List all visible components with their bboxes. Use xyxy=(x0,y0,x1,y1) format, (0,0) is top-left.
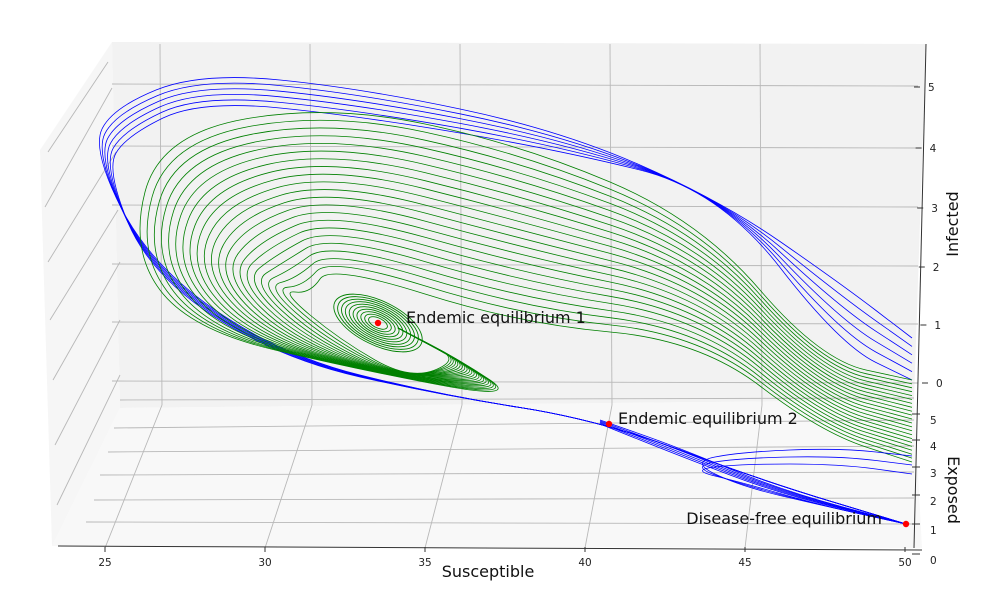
blue-inner-trajectory xyxy=(702,463,913,525)
grid-lines xyxy=(44,43,919,549)
y-tick-label: 5 xyxy=(930,415,937,427)
x-tick-label: 30 xyxy=(258,557,271,569)
green-trajectory xyxy=(232,212,913,432)
green-trajectory xyxy=(168,143,913,396)
grid-line-z-left xyxy=(52,261,121,381)
grid-line-y-floor xyxy=(93,497,915,501)
x-axis-label: Susceptible xyxy=(442,562,535,581)
grid-line-x-floor xyxy=(264,404,313,549)
green-trajectory xyxy=(153,127,913,390)
green-trajectory xyxy=(161,135,913,393)
grid-line-x-floor xyxy=(104,404,163,549)
y-tick-label: 2 xyxy=(930,496,937,508)
green-trajectory xyxy=(211,189,913,420)
green-trajectory xyxy=(282,265,913,459)
green-trajectory xyxy=(246,227,913,439)
trajectories xyxy=(99,77,913,525)
grid-line-x-floor xyxy=(424,404,463,549)
green-trajectory xyxy=(225,204,913,428)
z-tick-label: 4 xyxy=(930,143,937,155)
axis-spines xyxy=(57,43,927,551)
grid-line-z-left xyxy=(54,319,121,446)
equilibrium-label: Endemic equilibrium 1 xyxy=(406,308,586,327)
green-trajectory xyxy=(218,196,913,424)
grid-line-z-left xyxy=(44,87,113,208)
grid-line-x-back xyxy=(609,43,613,406)
x-tick-label: 35 xyxy=(418,557,431,569)
grid-line-x-back xyxy=(459,43,463,406)
equilibrium-point xyxy=(374,319,382,327)
z-tick-label: 0 xyxy=(936,378,943,390)
grid-line-z-back xyxy=(111,204,919,208)
green-spiral-loop xyxy=(348,303,408,343)
green-trajectory xyxy=(253,235,913,443)
blue-converging-trajectory xyxy=(599,423,907,525)
grid-line-y-floor xyxy=(119,397,915,401)
x-axis-spine xyxy=(57,545,923,551)
green-spiral-loop xyxy=(364,313,392,333)
y-tick-label: 4 xyxy=(930,441,937,453)
green-trajectory xyxy=(203,181,913,416)
equilibrium-label: Disease-free equilibrium xyxy=(686,509,882,528)
x-tick-label: 40 xyxy=(578,557,591,569)
equilibrium-point xyxy=(605,420,613,428)
equilibrium-point xyxy=(902,520,910,528)
grid-line-y-floor xyxy=(99,471,915,476)
back-pane xyxy=(112,42,926,408)
green-spiral-loop xyxy=(333,293,423,353)
grid-line-y-floor xyxy=(85,521,915,525)
green-trajectory xyxy=(289,273,913,463)
green-spiral-loop xyxy=(337,296,419,350)
y-tick-label: 0 xyxy=(930,555,937,567)
z-tick-label: 5 xyxy=(928,82,935,94)
x-tick-label: 50 xyxy=(898,557,911,569)
grid-line-x-back xyxy=(309,43,313,406)
z-tick-label: 1 xyxy=(934,320,941,332)
z-tick-label: 2 xyxy=(933,262,940,274)
green-trajectory xyxy=(275,258,913,455)
z-axis-label: Infected xyxy=(943,191,962,256)
green-trajectory xyxy=(239,219,913,436)
green-trajectory xyxy=(196,173,913,412)
y-tick-label: 1 xyxy=(930,525,937,537)
green-spiral-loop xyxy=(341,298,415,348)
green-trajectory xyxy=(268,250,913,451)
green-trajectory xyxy=(146,119,913,391)
equilibrium-label: Endemic equilibrium 2 xyxy=(618,409,798,428)
grid-line-x-back xyxy=(759,43,763,406)
y-axis-label: Exposed xyxy=(944,456,963,524)
blue-trajectory xyxy=(112,105,913,525)
grid-line-x-back xyxy=(159,43,163,406)
equilibrium-points: Endemic equilibrium 1 Endemic equilibrium… xyxy=(374,308,910,528)
green-spiral-loop xyxy=(352,306,404,340)
green-spiral-loop xyxy=(368,316,388,330)
green-spiral-loop xyxy=(360,311,396,335)
left-pane xyxy=(40,42,120,546)
grid-line-y-floor xyxy=(107,445,915,453)
grid-line-z-back xyxy=(111,83,919,87)
x-tick-label: 45 xyxy=(738,557,751,569)
green-trajectory xyxy=(189,166,913,408)
grid-line-z-back xyxy=(111,263,919,267)
y-tick-label: 3 xyxy=(930,468,937,480)
grid-line-z-left xyxy=(56,374,121,506)
grid-line-y-floor xyxy=(113,419,915,429)
grid-line-z-left xyxy=(47,61,109,153)
green-spiral-loop xyxy=(356,308,400,338)
grid-line-z-left xyxy=(49,209,119,321)
x-tick-label: 25 xyxy=(98,557,111,569)
z-axis-spine xyxy=(913,43,927,549)
green-spiral-loop xyxy=(344,301,412,345)
green-trajectory xyxy=(261,242,913,447)
green-trajectory xyxy=(175,150,913,400)
green-trajectory xyxy=(182,158,913,404)
green-trajectory xyxy=(139,112,913,392)
grid-line-x-floor xyxy=(584,404,613,549)
z-tick-label: 3 xyxy=(931,203,938,215)
